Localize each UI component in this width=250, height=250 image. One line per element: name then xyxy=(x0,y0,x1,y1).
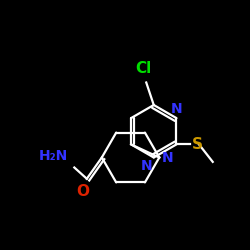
Text: O: O xyxy=(76,184,90,199)
Text: Cl: Cl xyxy=(136,61,152,76)
Text: N: N xyxy=(162,150,173,164)
Text: N: N xyxy=(171,102,182,116)
Text: H₂N: H₂N xyxy=(39,148,68,162)
Text: N: N xyxy=(141,159,152,173)
Text: S: S xyxy=(192,137,202,152)
